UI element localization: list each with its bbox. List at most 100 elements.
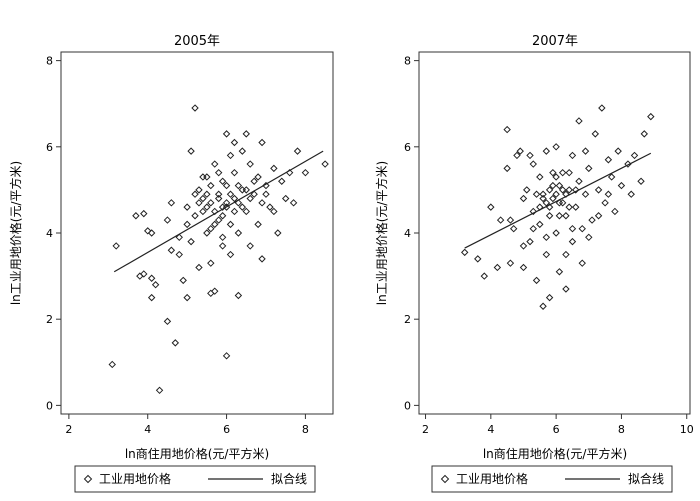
data-point [167, 199, 176, 207]
y-tick-label: 0 [404, 399, 411, 412]
data-point [542, 250, 551, 259]
data-point [568, 237, 577, 246]
data-point [258, 138, 266, 147]
data-point [321, 160, 329, 168]
legend-marker-icon [440, 474, 450, 484]
data-point [175, 250, 183, 259]
data-point [572, 186, 580, 194]
data-point [558, 168, 567, 177]
data-point [250, 190, 258, 198]
data-point [140, 270, 148, 278]
data-point [474, 255, 482, 263]
data-point [523, 186, 531, 194]
data-point [552, 190, 560, 198]
data-point [519, 263, 528, 272]
data-point [630, 151, 639, 160]
data-point [601, 199, 609, 207]
x-tick-label: 4 [487, 423, 494, 436]
data-point [301, 168, 310, 177]
data-point [226, 190, 235, 198]
data-point [591, 130, 600, 138]
data-point [493, 263, 502, 272]
data-point [195, 263, 203, 272]
data-point [226, 151, 235, 160]
data-point [555, 181, 564, 190]
data-point [565, 186, 573, 194]
data-point [258, 199, 266, 207]
data-point [195, 186, 203, 194]
data-point [222, 199, 231, 207]
data-point [539, 194, 547, 203]
data-point [171, 339, 180, 347]
data-point [207, 224, 215, 233]
data-point [526, 237, 534, 246]
y-tick-label: 0 [46, 399, 53, 412]
data-point [203, 229, 211, 237]
data-point [144, 227, 152, 235]
data-point [558, 186, 567, 194]
chart-title: 2007年 [532, 34, 578, 49]
data-point [614, 147, 622, 155]
plot-frame [60, 51, 334, 415]
data-point [604, 156, 613, 164]
data-point [191, 190, 199, 198]
data-point [604, 190, 613, 198]
data-point [578, 224, 586, 233]
data-point [607, 173, 616, 181]
data-point [218, 233, 227, 242]
data-point [214, 216, 223, 224]
data-point [222, 352, 231, 360]
data-point [532, 190, 541, 198]
data-point [147, 274, 156, 282]
data-point [562, 190, 570, 198]
data-point [147, 293, 156, 302]
y-tick-label: 4 [46, 227, 53, 240]
data-point [218, 203, 227, 211]
data-point [516, 147, 524, 155]
data-point [611, 207, 619, 216]
data-point [254, 173, 262, 181]
data-point [187, 237, 195, 246]
data-point [246, 160, 254, 168]
x-tick-label: 8 [618, 423, 625, 436]
data-point [183, 293, 191, 302]
data-point [552, 173, 560, 181]
data-point [565, 168, 573, 177]
data-point [529, 207, 537, 216]
data-point [526, 151, 534, 160]
legend-box [74, 465, 316, 493]
x-tick-label: 2 [65, 423, 72, 436]
data-point [258, 255, 266, 263]
y-axis-label: ln工业用地价格(元/平方米) [374, 161, 389, 305]
data-point [230, 168, 239, 177]
data-point [565, 203, 573, 211]
y-tick-label: 6 [46, 141, 53, 154]
fit-line [113, 150, 324, 273]
data-point [218, 177, 227, 185]
data-point [509, 224, 518, 233]
y-tick-label: 4 [404, 227, 411, 240]
data-point [183, 220, 191, 229]
data-point [234, 181, 243, 190]
data-point [572, 203, 580, 211]
data-point [624, 160, 632, 168]
data-point [506, 259, 515, 267]
data-point [640, 130, 648, 138]
data-point [163, 317, 172, 326]
x-tick-label: 4 [144, 423, 151, 436]
data-point [112, 242, 120, 250]
data-point [147, 229, 156, 237]
data-point [549, 194, 557, 203]
data-point [552, 229, 560, 237]
data-point [163, 216, 172, 224]
data-point [542, 233, 551, 242]
data-point [238, 147, 247, 155]
data-point [506, 216, 515, 224]
data-point [532, 276, 541, 285]
legend-label-fitline: 拟合线 [271, 471, 307, 486]
y-tick-label: 2 [46, 313, 53, 326]
data-point [242, 207, 250, 216]
data-point [207, 199, 215, 207]
y-tick-label: 8 [404, 55, 411, 68]
